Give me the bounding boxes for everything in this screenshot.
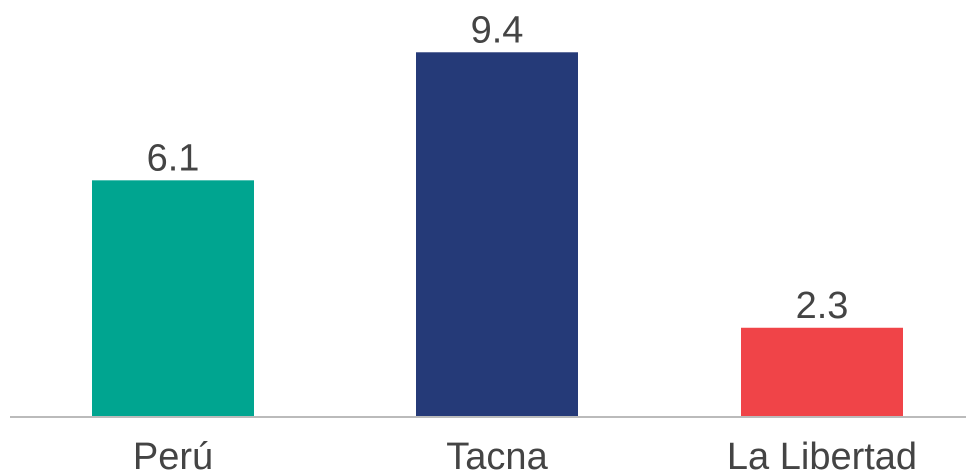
bar-per — [92, 180, 254, 417]
value-label-la-libertad: 2.3 — [796, 285, 849, 327]
category-label-tacna: Tacna — [446, 436, 548, 476]
category-label-per: Perú — [133, 436, 213, 476]
labels-group: 6.1 Perú 9.4 Tacna 2.3 La Libertad — [133, 9, 917, 476]
bar-tacna — [416, 52, 578, 417]
value-label-per: 6.1 — [147, 137, 200, 179]
value-label-tacna: 9.4 — [471, 9, 524, 51]
bar-la-libertad — [741, 327, 903, 417]
bars-group — [92, 52, 903, 417]
category-label-la-libertad: La Libertad — [727, 436, 917, 476]
